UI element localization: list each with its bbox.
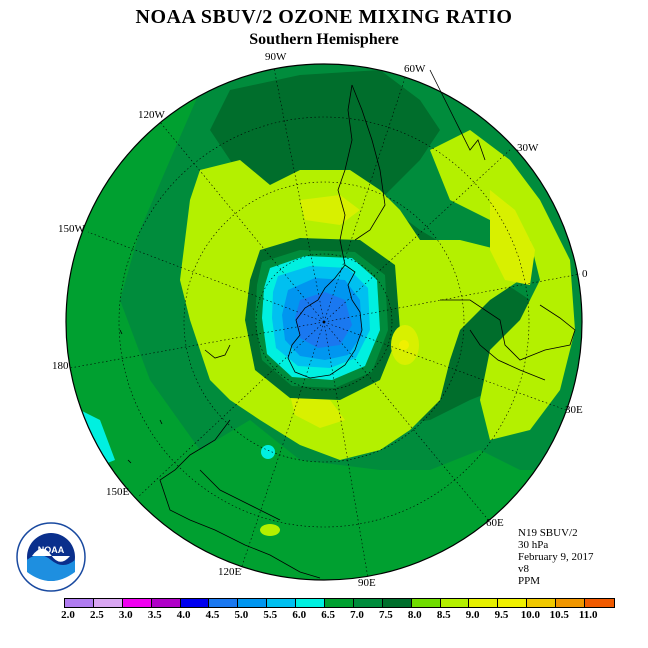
- label-90e: 90E: [358, 577, 376, 589]
- contour-4.5-core: [295, 292, 352, 348]
- new-zealand: [204, 344, 231, 359]
- info-units: PPM: [518, 575, 541, 587]
- label-120w: 120W: [138, 109, 165, 121]
- africa-coast: [440, 299, 576, 361]
- colorbar-tick-label: 9.5: [494, 609, 509, 621]
- colorbar-swatch-17: [556, 599, 586, 607]
- meridian-60e: [323, 321, 491, 523]
- globe-outline: [65, 63, 583, 581]
- contour-8.0-patch: [490, 190, 535, 285]
- australia-inner: [199, 469, 281, 521]
- info-block: N19 SBUV/2 30 hPa February 9, 2017 v8 PP…: [518, 527, 593, 587]
- map-title: NOAA SBUV/2 OZONE MIXING RATIO: [135, 6, 513, 28]
- colorbar-swatch-9: [325, 599, 354, 607]
- colorbar-tick-label: 3.5: [147, 609, 162, 621]
- islands-west: [119, 329, 163, 464]
- info-version: v8: [518, 563, 529, 575]
- ozone-field: [66, 64, 582, 580]
- label-0: 0: [582, 268, 588, 280]
- contour-7.5-west-patch: [206, 320, 238, 340]
- contour-7.5-band-ne: [430, 130, 575, 440]
- meridian-150e: [137, 321, 325, 498]
- latitude-circle-middle: [183, 181, 465, 463]
- antarctic-peninsula: [337, 84, 353, 266]
- colorbar-swatch-8: [296, 599, 326, 607]
- colorbar-tick-label: 2.5: [90, 609, 104, 621]
- coastlines: [119, 69, 576, 579]
- logo-text: NOAA: [38, 545, 65, 555]
- label-60w: 60W: [404, 63, 426, 75]
- south-america-east: [429, 69, 486, 161]
- meridian-30e: [323, 321, 567, 411]
- label-60e: 60E: [486, 517, 504, 529]
- info-satellite: N19 SBUV/2: [518, 527, 578, 539]
- colorbar-swatch-1: [93, 599, 123, 607]
- colorbar-tick-label: 7.0: [350, 609, 364, 621]
- colorbar-swatch-11: [382, 599, 412, 607]
- colorbar-swatch-0: [65, 599, 94, 607]
- contour-8.0-patch-2: [300, 195, 360, 225]
- graticule: [69, 67, 581, 579]
- colorbar-tick-label: 8.0: [407, 609, 422, 621]
- colorbar-swatch-16: [527, 599, 557, 607]
- label-30w: 30W: [517, 142, 539, 154]
- colorbar-tick-label: 7.5: [379, 609, 393, 621]
- colorbar-swatch-7: [267, 599, 297, 607]
- colorbar-tick-label: 4.0: [176, 609, 191, 621]
- map-subtitle: Southern Hemisphere: [249, 31, 399, 48]
- colorbar-swatch-5: [209, 599, 239, 607]
- label-90w: 90W: [265, 51, 287, 63]
- colorbar-tick-label: 6.0: [292, 609, 307, 621]
- colorbar-swatch-15: [498, 599, 528, 607]
- meridian-0: [323, 273, 581, 323]
- label-30e: 30E: [565, 404, 583, 416]
- colorbar-swatch-3: [151, 599, 181, 607]
- south-america-coast: [351, 84, 386, 241]
- colorbar-tick-label: 2.0: [61, 609, 75, 621]
- meridian-90w: [273, 67, 325, 323]
- contour-6.0-small-patch: [261, 445, 275, 459]
- label-180: 180: [52, 360, 69, 372]
- meridian-90e: [323, 321, 369, 579]
- info-date: February 9, 2017: [518, 551, 594, 563]
- antarctica-coast: [287, 264, 363, 379]
- colorbar-swatch-6: [238, 599, 268, 607]
- africa-south: [469, 329, 546, 381]
- colorbar-tick-label: 9.0: [465, 609, 480, 621]
- noaa-logo: NOAA: [16, 522, 86, 592]
- colorbar-swatch-13: [440, 599, 470, 607]
- colorbar-tick-label: 3.0: [118, 609, 133, 621]
- latitude-circle-inner: [255, 253, 393, 391]
- label-150e: 150E: [106, 486, 130, 498]
- colorbar-swatch-2: [122, 599, 152, 607]
- meridian-60w: [323, 77, 406, 323]
- colorbar-swatch-14: [469, 599, 499, 607]
- meridian-30w: [323, 147, 513, 323]
- contour-8.0-patch-3: [290, 395, 345, 428]
- colorbar-swatch-18: [585, 599, 614, 607]
- colorbar-swatch-12: [411, 599, 441, 607]
- colorbar-ticks: 2.0 2.5 3.0 3.5 4.0 4.5 5.0 5.5 6.0 6.5 7.0 7.5 8.0 8…: [53, 609, 613, 623]
- colorbar-tick-label: 10.0: [520, 609, 541, 621]
- colorbar-tick-label: 5.5: [263, 609, 278, 621]
- label-150w: 150W: [58, 223, 85, 235]
- colorbar-tick-label: 11.0: [578, 609, 598, 621]
- info-level: 30 hPa: [518, 539, 549, 551]
- contour-8.5-dot: [399, 340, 409, 350]
- colorbar-tick-label: 5.0: [234, 609, 249, 621]
- colorbar: [64, 598, 615, 608]
- latitude-circle-outer: [118, 116, 530, 528]
- australia-coast: [159, 419, 321, 579]
- contour-7.5-small-patch: [260, 524, 280, 536]
- colorbar-tick-label: 10.5: [549, 609, 569, 621]
- colorbar-swatch-4: [180, 599, 210, 607]
- meridian-180: [69, 321, 325, 369]
- colorbar-tick-label: 4.5: [205, 609, 220, 621]
- colorbar-swatch-10: [353, 599, 383, 607]
- label-120e: 120E: [218, 566, 242, 578]
- colorbar-tick-label: 8.5: [436, 609, 451, 621]
- meridian-120w: [159, 121, 325, 323]
- colorbar-tick-label: 6.5: [321, 609, 335, 621]
